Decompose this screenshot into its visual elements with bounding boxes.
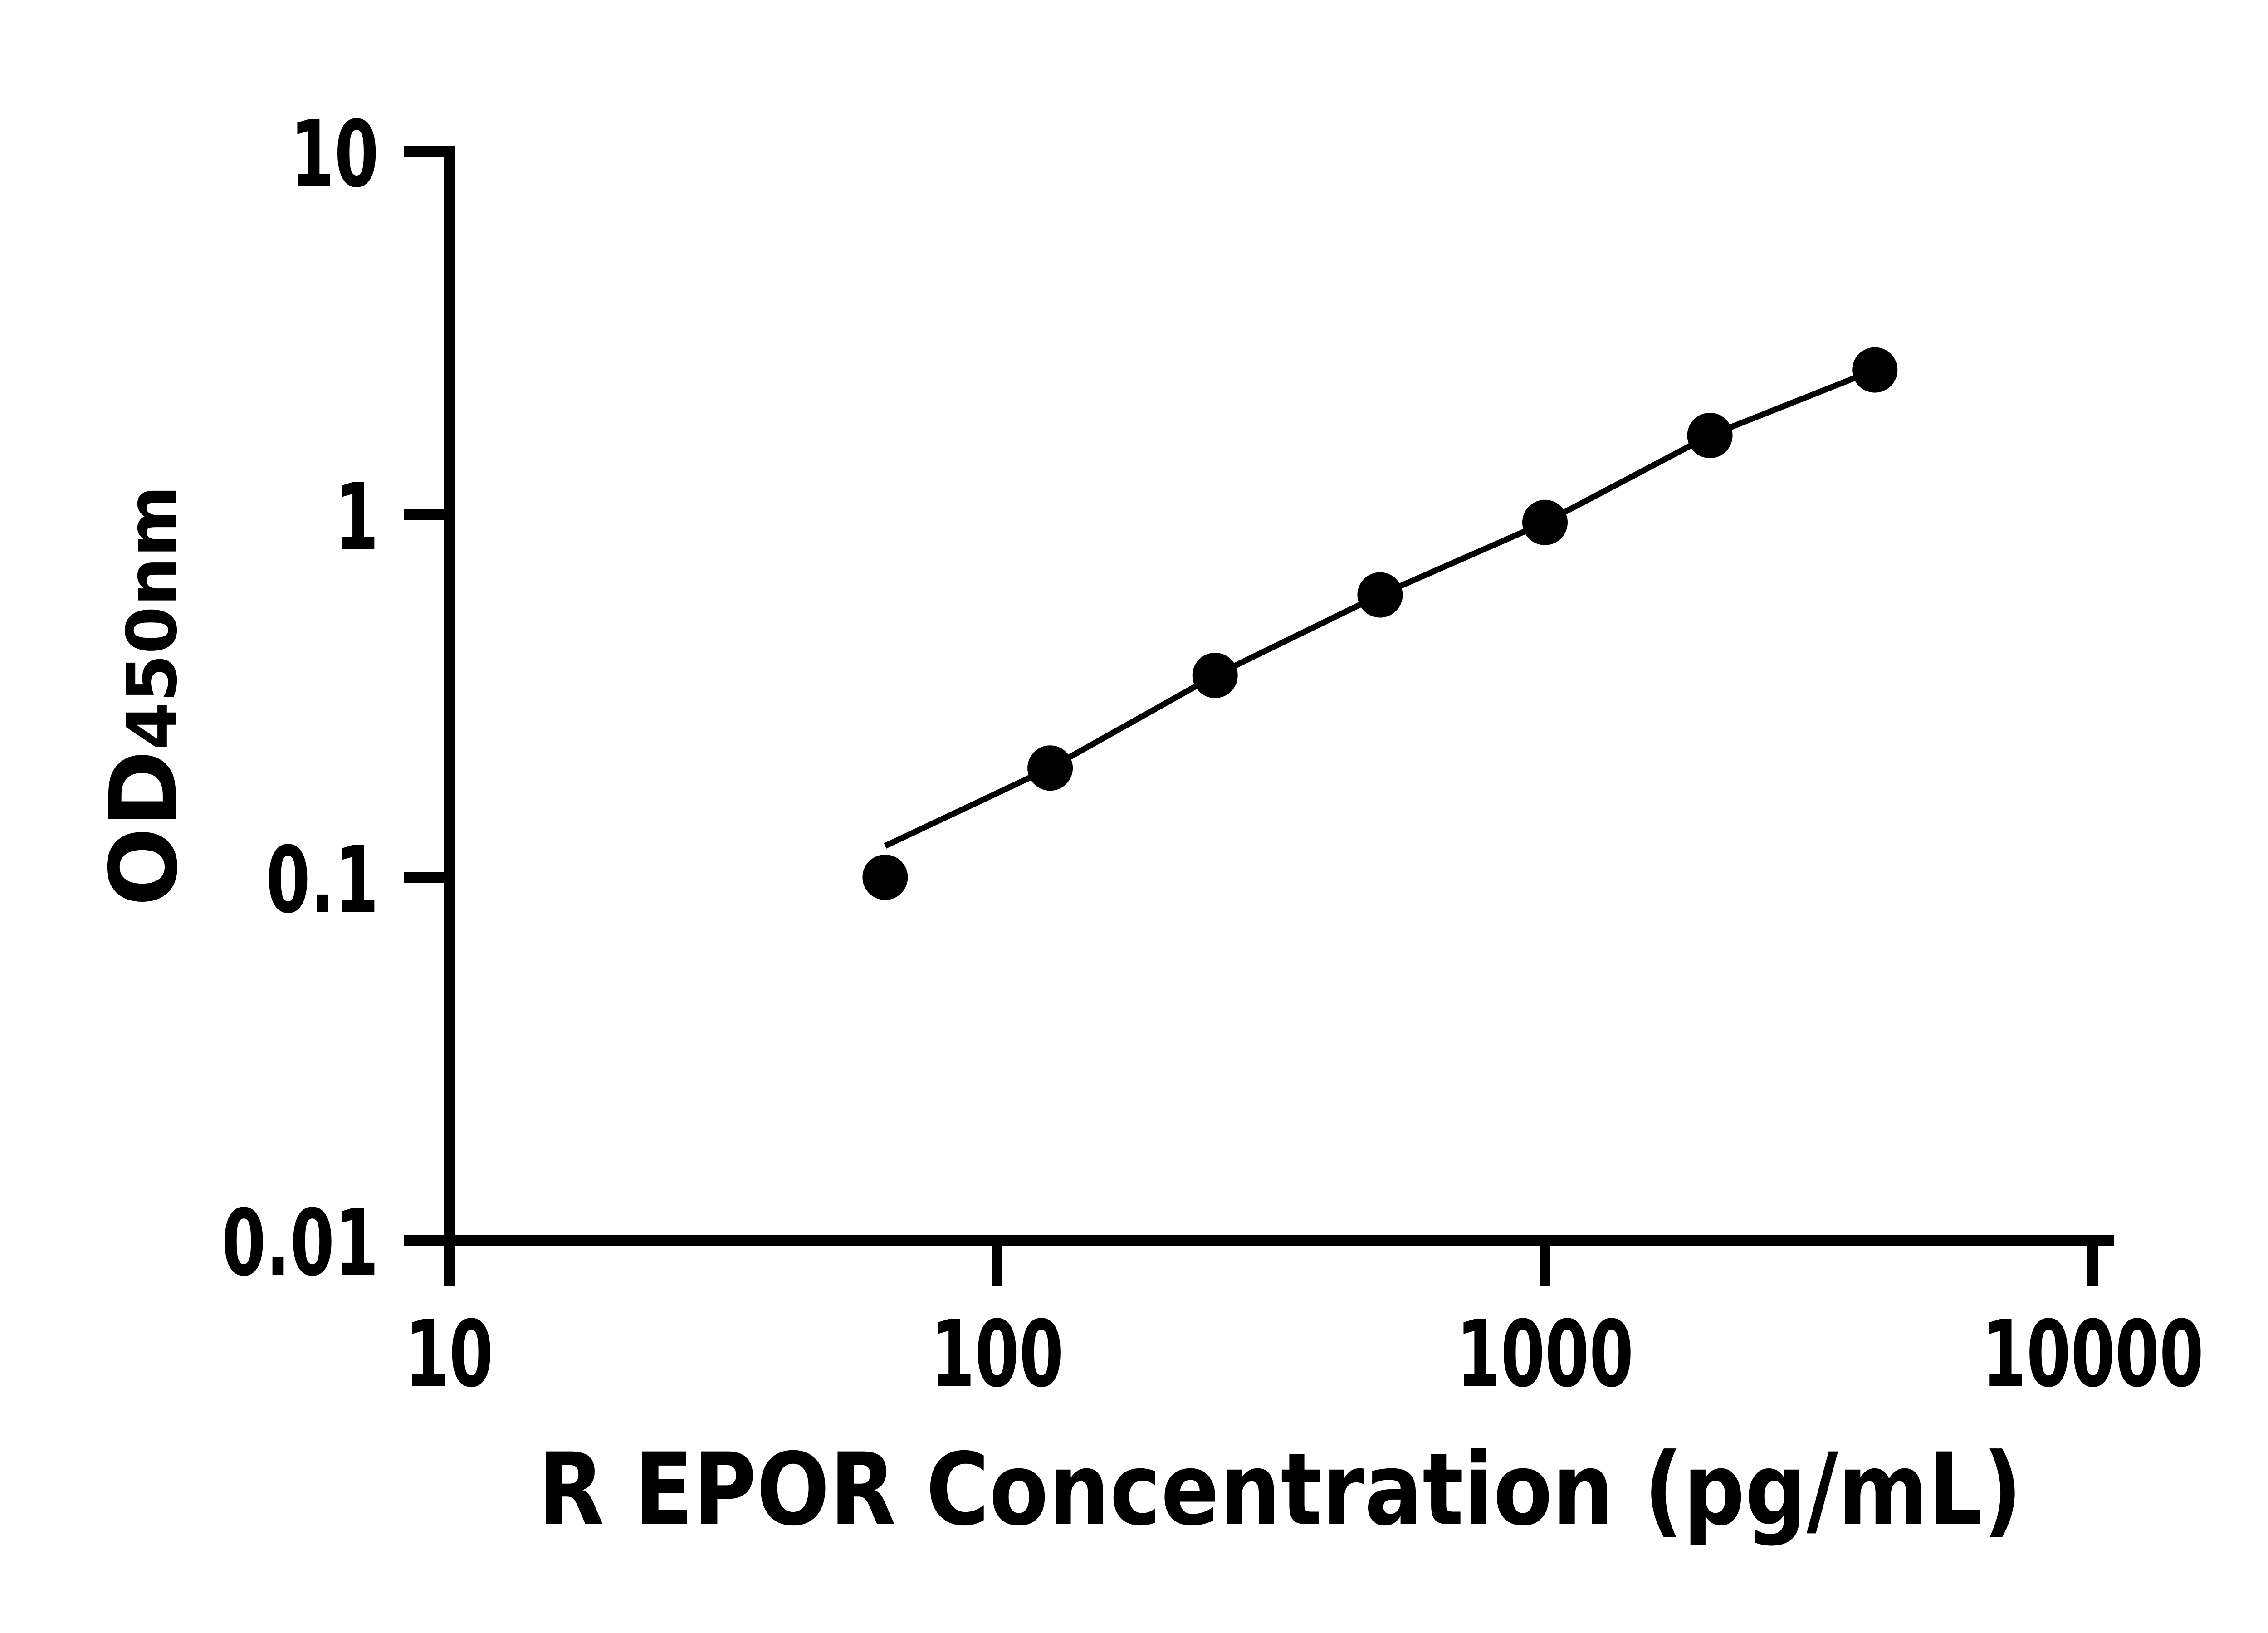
data-point <box>1687 413 1733 458</box>
y-tick-label-1: 1 <box>334 464 379 570</box>
y-tick-label-10: 10 <box>290 101 379 207</box>
x-axis-title: R EPOR Concentration (pg/mL) <box>538 1432 2022 1548</box>
data-point <box>1852 347 1898 393</box>
data-point <box>1027 745 1073 791</box>
y-axis-title: OD450nm <box>90 485 198 906</box>
data-point <box>1357 572 1403 618</box>
data-points-group <box>862 347 1898 900</box>
x-tick-label-1000: 1000 <box>1457 1301 1634 1407</box>
data-point <box>1192 653 1238 698</box>
data-point <box>1522 499 1568 545</box>
y-axis-title-sub: 450nm <box>112 485 192 750</box>
x-tick-label-100: 100 <box>930 1301 1063 1407</box>
y-axis-title-main: OD <box>90 750 198 906</box>
x-tick-label-10: 10 <box>405 1301 493 1407</box>
x-tick-label-10000: 10000 <box>1982 1301 2204 1407</box>
y-tick-label-0p1: 0.1 <box>266 827 379 933</box>
axes-group <box>404 146 2114 1286</box>
y-tick-label-0p01: 0.01 <box>222 1190 379 1296</box>
data-point <box>862 855 908 900</box>
